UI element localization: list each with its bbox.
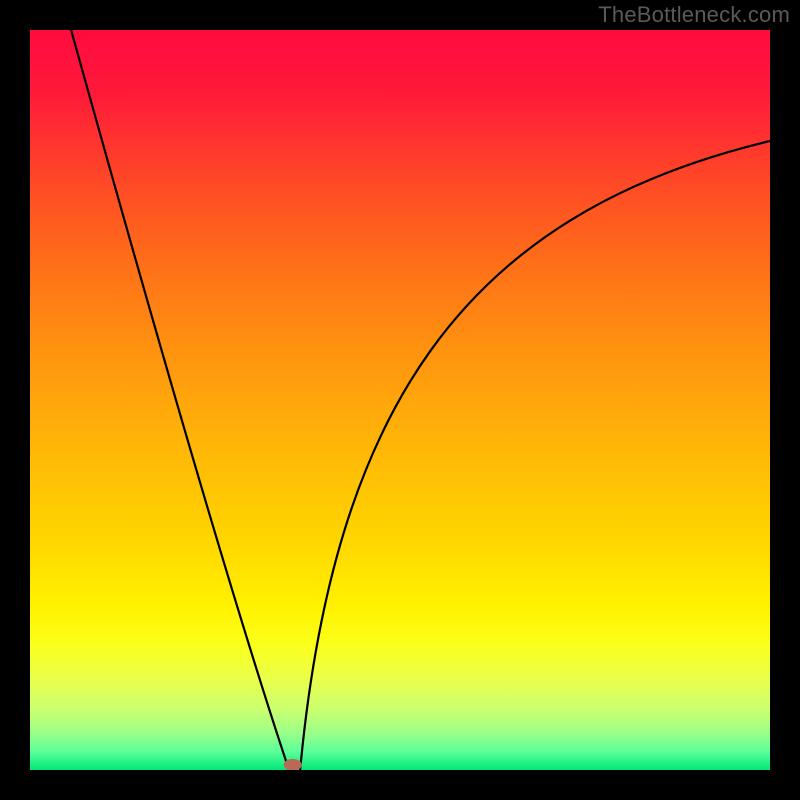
watermark-text: TheBottleneck.com bbox=[598, 2, 790, 28]
dip-marker bbox=[284, 759, 302, 771]
bottleneck-chart bbox=[0, 0, 800, 800]
